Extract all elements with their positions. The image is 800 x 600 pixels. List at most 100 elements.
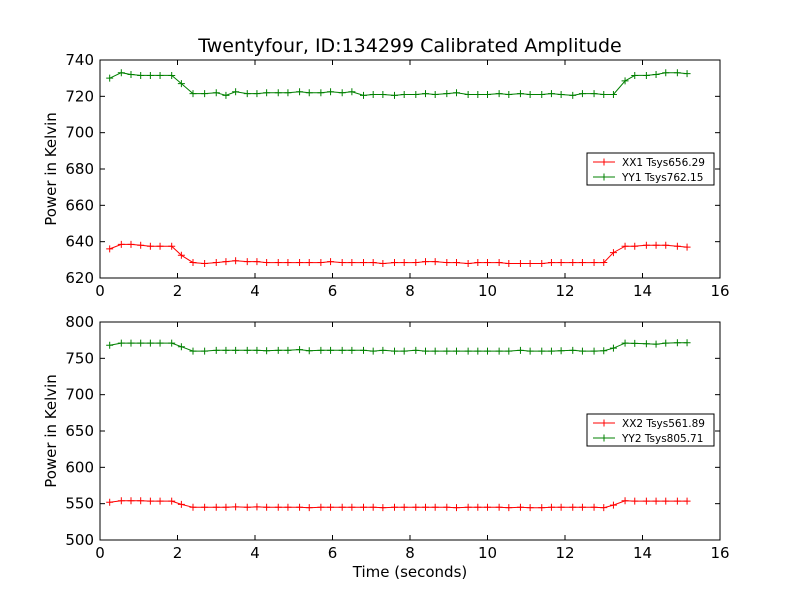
y-tick-label: 740 [65, 51, 94, 69]
legend-label: XX1 Tsys656.29 [622, 157, 705, 169]
data-point [484, 259, 491, 267]
data-point [168, 339, 176, 347]
data-point [673, 339, 681, 347]
data-point [538, 259, 546, 267]
data-point [379, 91, 387, 99]
data-point [516, 346, 524, 354]
data-point [232, 257, 240, 265]
data-point [379, 346, 387, 354]
y-tick-label: 680 [65, 160, 94, 178]
y-tick-label: 650 [65, 422, 94, 440]
data-point [673, 497, 681, 505]
data-point [526, 91, 534, 99]
data-point [369, 91, 377, 99]
data-point [600, 91, 608, 99]
data-point [156, 339, 164, 347]
x-tick-label: 16 [710, 544, 729, 562]
y-tick-label: 800 [65, 313, 94, 331]
data-point [369, 259, 377, 267]
data-point [443, 90, 451, 98]
data-point [422, 503, 429, 511]
data-point [484, 347, 491, 355]
data-point [146, 339, 154, 347]
x-tick-label: 14 [633, 282, 652, 300]
data-point [212, 89, 220, 97]
data-point [168, 71, 176, 79]
data-point [557, 347, 565, 355]
x-tick-label: 2 [173, 544, 183, 562]
data-point [168, 242, 176, 250]
data-point [652, 340, 660, 348]
data-point [232, 346, 240, 354]
data-point [232, 88, 240, 96]
data-point [146, 242, 154, 250]
data-point [305, 259, 313, 267]
y-tick-label: 500 [65, 531, 94, 549]
legend-marker [600, 419, 608, 427]
data-point [652, 71, 660, 79]
data-point [274, 346, 282, 354]
data-point [538, 91, 546, 99]
data-point [222, 91, 230, 99]
data-point [263, 503, 271, 511]
data-point [474, 503, 482, 511]
x-tick-label: 16 [710, 282, 729, 300]
data-point [683, 339, 691, 347]
legend: XX1 Tsys656.29 YY1 Tsys762.15 [586, 152, 715, 186]
data-point [379, 259, 387, 267]
data-point [400, 91, 408, 99]
data-point [453, 347, 460, 355]
data-point [391, 347, 398, 355]
data-point [243, 258, 251, 266]
data-point [127, 339, 135, 347]
data-point [495, 259, 503, 267]
data-point [621, 77, 629, 85]
data-point [464, 347, 472, 355]
data-point [369, 347, 377, 355]
data-point [284, 89, 292, 97]
data-point [369, 503, 377, 511]
data-point [474, 91, 482, 99]
data-point [547, 347, 555, 355]
data-point [327, 88, 335, 96]
data-point [137, 339, 145, 347]
data-point [526, 347, 534, 355]
data-point [464, 259, 472, 267]
data-point [642, 340, 650, 348]
data-point [117, 339, 125, 347]
data-point [317, 346, 325, 354]
data-point [600, 347, 608, 355]
data-point [317, 503, 325, 511]
data-point [495, 90, 503, 98]
data-point [495, 347, 503, 355]
data-point [505, 259, 513, 267]
data-point [338, 89, 346, 97]
data-point [189, 90, 197, 98]
data-point [443, 347, 451, 355]
data-point [201, 347, 209, 355]
y-tick-label: 750 [65, 349, 94, 367]
data-point [538, 347, 546, 355]
x-tick-label: 12 [555, 544, 574, 562]
data-point [284, 259, 292, 267]
data-point [484, 503, 491, 511]
x-tick-label: 0 [95, 282, 105, 300]
data-point [201, 90, 209, 98]
legend-marker [600, 158, 608, 166]
data-point [156, 71, 164, 79]
data-point [621, 497, 629, 505]
data-point [305, 347, 313, 355]
x-axis-label: Time (seconds) [352, 563, 468, 581]
data-point [212, 346, 220, 354]
x-tick-label: 4 [250, 544, 260, 562]
data-point [189, 259, 197, 267]
y-tick-label: 600 [65, 458, 94, 476]
data-point [360, 346, 367, 354]
data-point [360, 259, 367, 267]
data-point [348, 259, 356, 267]
data-point [453, 504, 460, 512]
data-point [464, 503, 472, 511]
data-point [631, 71, 639, 79]
data-point [652, 241, 660, 249]
data-point [106, 245, 114, 253]
